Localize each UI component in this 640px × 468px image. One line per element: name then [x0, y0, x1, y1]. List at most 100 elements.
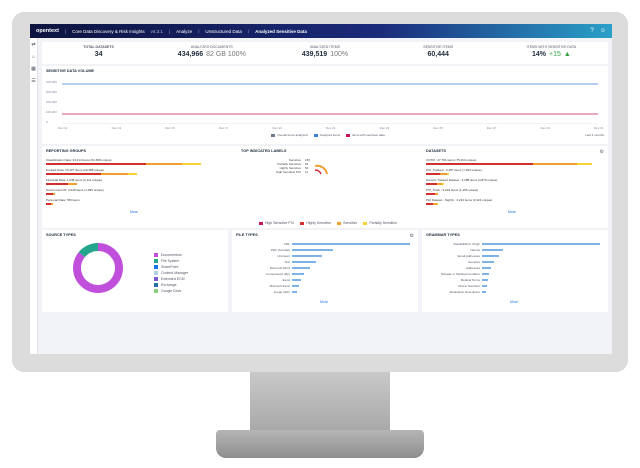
bar-row[interactable]: Genetics	[426, 260, 602, 265]
kpi-number: 14%	[532, 51, 547, 58]
bar-row[interactable]: Text	[236, 260, 412, 265]
user-icon[interactable]: ☺	[599, 28, 606, 34]
breadcrumb-unstructured[interactable]: Unstructured Data	[205, 28, 242, 34]
separator: |	[64, 28, 67, 34]
label-count: 52	[305, 166, 309, 170]
legend-label: File System	[161, 259, 180, 263]
bar-row[interactable]: Addresses	[426, 266, 602, 271]
legend-label[interactable]: Sensitive	[343, 221, 358, 225]
source-types-donut	[73, 243, 123, 293]
bar-segment	[436, 183, 442, 185]
legend-item[interactable]: File System	[154, 258, 188, 264]
home-icon[interactable]: ⌂	[31, 54, 36, 60]
help-icon[interactable]: ?	[590, 28, 594, 34]
label-row[interactable]: Sensitive 155	[247, 158, 317, 162]
bar-row[interactable]: Compressed (Zip)	[236, 272, 412, 277]
legend-label[interactable]: Partially Sensitive	[369, 221, 397, 225]
bar-row[interactable]: Medical Terms	[426, 278, 602, 283]
legend-item[interactable]: Content Manager	[154, 270, 188, 276]
y-tick-label: 0	[46, 120, 48, 124]
collapse-icon[interactable]: ⇄	[31, 42, 36, 48]
bar-row[interactable]: Phone Numbers	[426, 284, 602, 289]
legend-item[interactable]: Extended ECM	[154, 276, 188, 282]
brand-logo[interactable]: opentext	[36, 28, 59, 34]
reporting-groups-more-link[interactable]: More	[130, 210, 138, 214]
bar-segment	[53, 193, 56, 195]
bar-row[interactable]: Racial/Ethnic Origin	[426, 242, 602, 247]
bar-row[interactable]: Email Addresses	[426, 254, 602, 259]
bar-row[interactable]: Microsoft Word	[236, 266, 412, 271]
app-version: v4.3.1	[150, 28, 163, 34]
list-item[interactable]: Financial Data: 1,948 items (2,111 uniqu…	[46, 178, 228, 186]
kpi-label[interactable]: TOTAL DATASETS	[83, 45, 114, 49]
range-link[interactable]: Last 3 months	[585, 133, 604, 137]
dashboard: TOTAL DATASETS 34 ANALYZED DOCUMENTS 434,96…	[42, 42, 608, 354]
bar-row[interactable]: Unknown	[236, 254, 412, 259]
legend-label[interactable]: High Sensitive PCI	[265, 221, 295, 225]
legend-item[interactable]: SharePoint	[154, 264, 188, 270]
item-bar	[46, 203, 228, 205]
bar-row[interactable]: Microsoft Excel	[236, 284, 412, 289]
bar-label: Microsoft Excel	[269, 284, 290, 288]
list-item[interactable]: PCI_Tracked : 3,487 items (7,293 unique)	[426, 168, 604, 176]
kpi-sub: +15	[549, 51, 561, 58]
bar-segment	[577, 163, 592, 165]
grammar-types-more-link[interactable]: More	[510, 300, 518, 304]
legend-label: Extended ECM	[161, 277, 185, 281]
donut-slice[interactable]	[78, 243, 99, 258]
file-types-more-link[interactable]: More	[320, 300, 328, 304]
item-bar	[46, 163, 228, 165]
monitor-stand-neck	[250, 372, 390, 432]
bar-row[interactable]: Excel	[236, 278, 412, 283]
list-item[interactable]: PCI_Track : 3,033 items (1,456 unique)	[426, 188, 604, 196]
datasets-more-link[interactable]: More	[508, 210, 516, 214]
legend-item[interactable]: Google Drive	[154, 288, 188, 294]
bar-row[interactable]: Disease or Medical Condition	[426, 272, 602, 277]
card-title: GRAMMAR TYPES	[426, 233, 460, 237]
bar-row[interactable]: Medication Description	[426, 290, 602, 295]
bar-row[interactable]: Image (GIF)	[236, 290, 412, 295]
legend-label[interactable]: Overall items analyzed	[277, 133, 308, 137]
list-item[interactable]: Generic Tracked Dataset : 3,388 items (3…	[426, 178, 604, 186]
kpi-number: 439,519	[301, 51, 328, 58]
gear-icon[interactable]: ⚙	[409, 233, 414, 239]
bar-segment	[100, 173, 128, 175]
bar	[292, 291, 297, 293]
x-tick-label: Dec 21	[326, 126, 336, 130]
list-item[interactable]: Personal Data: 789 items	[46, 198, 228, 206]
label-row[interactable]: Partially Sensitive 81	[247, 162, 317, 166]
grid-icon[interactable]: ▦	[31, 66, 36, 72]
kpi-label: SENSITIVE ITEMS	[423, 45, 454, 49]
bar-row[interactable]: XML	[236, 242, 412, 247]
x-tick-label: Dec 13	[111, 126, 122, 130]
item-label: Generic Tracked Dataset : 3,388 items (3…	[426, 178, 498, 182]
donut-slice[interactable]	[73, 243, 123, 293]
bar	[292, 285, 300, 287]
list-item[interactable]: PHI Dataset - Nightly : 2,222 items (3,4…	[426, 198, 604, 206]
list-icon[interactable]: ☰	[31, 78, 36, 84]
gear-icon[interactable]: ⚙	[599, 149, 604, 155]
card-title: DATASETS	[426, 149, 446, 153]
list-item[interactable]: Classification Data: 34,214 items (64,66…	[46, 158, 228, 166]
legend-item[interactable]: Documentum	[154, 252, 188, 258]
legend-label[interactable]: Items with sensitive data	[352, 133, 385, 137]
bar-label: Disease or Medical Condition	[440, 272, 480, 276]
legend-label[interactable]: Analyzed items	[319, 133, 340, 137]
bar-segment	[46, 163, 147, 165]
app-title: Core Data Discovery & Risk Insights	[72, 28, 145, 34]
list-item[interactable]: OCTM : 47,781 items (75,334 unique)	[426, 158, 604, 166]
legend-item[interactable]: Exchange	[154, 282, 188, 288]
legend-label[interactable]: Highly Sensitive	[306, 221, 332, 225]
label-row[interactable]: Highly Sensitive 52	[247, 166, 317, 170]
breadcrumb-analyze[interactable]: Analyze	[176, 28, 193, 34]
separator: /	[198, 28, 200, 34]
x-tick-label: Dec 11	[58, 126, 68, 130]
list-item[interactable]: Government ID: 3,048 items (1,095 unique…	[46, 188, 228, 196]
bar-label: Email Addresses	[457, 254, 480, 258]
label-row[interactable]: High Sensitive PCI 11	[247, 170, 317, 174]
bar-label: Text	[284, 260, 290, 264]
bar	[292, 255, 322, 257]
bar-row[interactable]: PDF (Acrobat)	[236, 248, 412, 253]
bar-row[interactable]: Names	[426, 248, 602, 253]
list-item[interactable]: Contact Data: 15,427 items (20,388 uniqu…	[46, 168, 228, 176]
